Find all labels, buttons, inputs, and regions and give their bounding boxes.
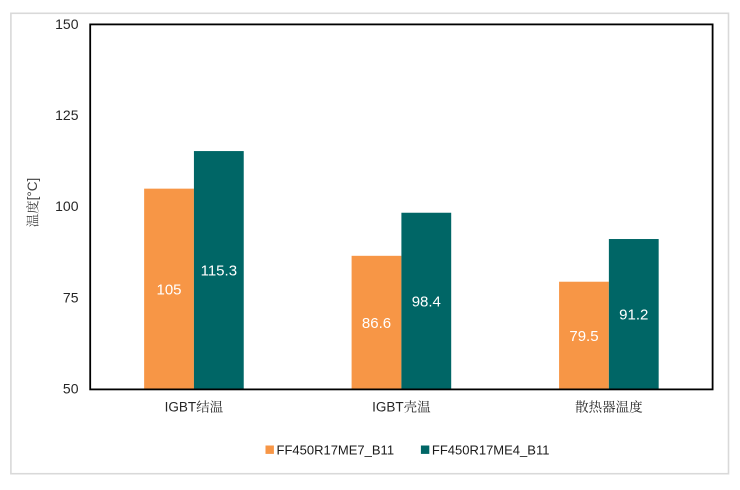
svg-text:50: 50 bbox=[63, 380, 79, 396]
svg-text:FF450R17ME4_B11: FF450R17ME4_B11 bbox=[432, 442, 550, 457]
svg-text:125: 125 bbox=[55, 107, 79, 123]
svg-text:FF450R17ME7_B11: FF450R17ME7_B11 bbox=[277, 442, 395, 457]
svg-text:75: 75 bbox=[63, 289, 79, 305]
svg-text:98.4: 98.4 bbox=[412, 293, 441, 310]
svg-text:100: 100 bbox=[55, 198, 79, 214]
svg-text:91.2: 91.2 bbox=[619, 307, 648, 324]
svg-text:115.3: 115.3 bbox=[201, 263, 237, 280]
svg-text:IGBT: IGBT bbox=[165, 399, 197, 414]
svg-text:[°C]: [°C] bbox=[25, 178, 40, 201]
svg-text:86.6: 86.6 bbox=[362, 315, 391, 332]
svg-text:150: 150 bbox=[55, 16, 79, 32]
svg-text:79.5: 79.5 bbox=[569, 328, 598, 345]
svg-text:IGBT: IGBT bbox=[372, 399, 404, 414]
svg-text:105: 105 bbox=[157, 281, 182, 298]
